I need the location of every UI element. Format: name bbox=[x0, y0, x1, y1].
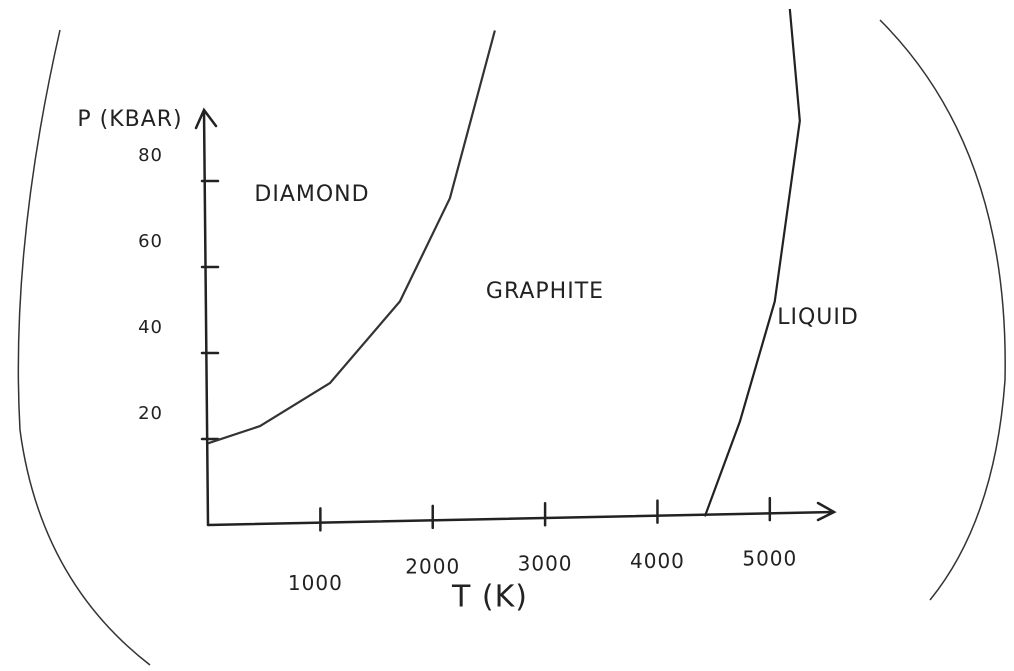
y-tick-label: 80 bbox=[138, 145, 163, 166]
frame-right bbox=[880, 20, 1005, 600]
x-axis bbox=[208, 503, 834, 525]
x-tick-label: 3000 bbox=[518, 552, 573, 576]
y-axis bbox=[196, 110, 216, 525]
region-label: DIAMOND bbox=[254, 182, 369, 207]
x-tick-label: 1000 bbox=[288, 571, 343, 595]
x-tick-label: 5000 bbox=[742, 547, 797, 571]
region-label: GRAPHITE bbox=[486, 279, 604, 304]
y-axis-label: P (KBAR) bbox=[77, 107, 182, 132]
x-tick-label: 2000 bbox=[405, 554, 460, 578]
y-tick-label: 20 bbox=[138, 403, 163, 424]
phase-boundary bbox=[208, 31, 495, 444]
region-label: LIQUID bbox=[777, 305, 859, 330]
y-tick-label: 40 bbox=[138, 317, 163, 338]
chart: P (KBAR) T (K) 20 40 60 80 1000 2000 3000 4000 5… bbox=[0, 0, 1014, 671]
x-axis-label: T (K) bbox=[451, 580, 528, 615]
phase-boundary bbox=[705, 9, 800, 516]
y-tick-label: 60 bbox=[138, 231, 163, 252]
x-tick-label: 4000 bbox=[630, 549, 685, 573]
